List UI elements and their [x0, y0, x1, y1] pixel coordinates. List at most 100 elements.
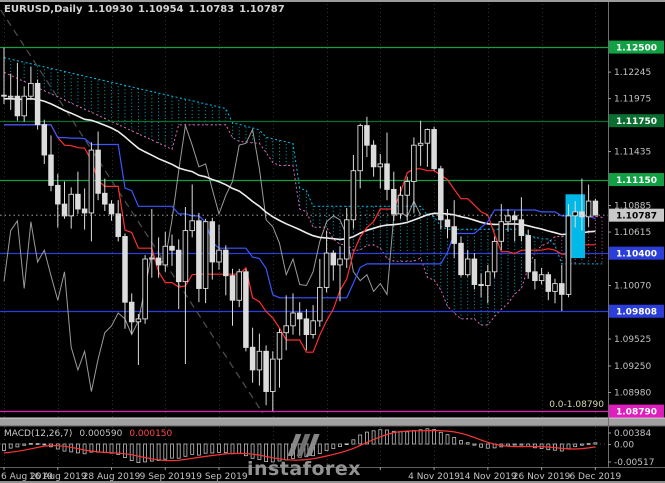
macd-bar	[364, 431, 369, 445]
candle-body	[142, 258, 148, 320]
macd-bar	[291, 443, 295, 459]
descending-trendline[interactable]	[0, 9, 264, 414]
macd-bar	[398, 431, 403, 445]
trend-ma-line	[3, 97, 596, 241]
macd-bar	[176, 443, 181, 459]
macd-bar	[344, 443, 349, 445]
macd-bar	[257, 443, 262, 460]
macd-bar	[277, 443, 282, 462]
price-tick-label: 1.11435	[614, 148, 651, 158]
candle-body	[290, 312, 296, 327]
price-tick-label: 1.10070	[614, 282, 651, 292]
candle-body	[102, 192, 108, 205]
candle-body	[196, 220, 202, 289]
candle-body	[323, 252, 330, 288]
candle-body	[182, 230, 189, 283]
candle-body	[364, 125, 370, 146]
candle-body	[424, 129, 431, 144]
candle-body	[202, 221, 209, 289]
quote-high: 1.10954	[138, 4, 184, 15]
candle-body	[115, 213, 121, 237]
macd-bar	[465, 442, 470, 445]
macd-bar	[358, 434, 363, 445]
macd-bar	[129, 443, 134, 462]
macd-bar	[566, 443, 571, 450]
time-axis-label: 26 Nov 2019	[513, 472, 571, 482]
macd-bar	[8, 443, 13, 449]
candle-body	[216, 249, 222, 263]
macd-bar	[472, 443, 477, 446]
candle-body	[229, 275, 236, 301]
candle-body	[357, 125, 363, 172]
candle-body	[209, 221, 216, 263]
pane-separator[interactable]	[0, 417, 665, 427]
level-badge-label: 1.11750	[616, 117, 657, 127]
candle-body	[1, 94, 7, 97]
candle-body	[538, 274, 545, 282]
macd-indicator-label: MACD(12,26,7) 0.000590 0.000150	[4, 429, 172, 439]
macd-bar	[217, 443, 221, 453]
macd-signal-value: 0.000150	[129, 429, 173, 439]
candle-body	[370, 144, 377, 168]
candle-body	[236, 271, 242, 301]
candle-body	[343, 219, 350, 260]
candle-body	[458, 242, 464, 276]
time-axis-label: 6 Dec 2019	[569, 472, 621, 482]
candle-body	[330, 252, 337, 266]
candle-body	[505, 215, 511, 223]
macd-bar	[55, 443, 60, 450]
macd-bar	[210, 443, 215, 454]
candle-body	[525, 235, 531, 273]
candle-body	[485, 271, 491, 286]
macd-main-value: 0.000590	[79, 429, 123, 439]
macd-bar	[264, 443, 269, 463]
macd-bar	[82, 443, 87, 455]
level-badge-1.11750	[609, 114, 664, 128]
time-axis-label: 14 Nov 2019	[459, 472, 517, 482]
candle-body	[391, 188, 397, 215]
macd-bar	[519, 443, 524, 446]
macd-bar	[304, 443, 309, 458]
candle-body	[491, 240, 498, 273]
price-tick-label: 1.12245	[614, 68, 651, 78]
window-top-edge	[0, 0, 665, 2]
candle-body	[317, 287, 323, 322]
candle-body	[545, 274, 552, 292]
candle-body	[585, 200, 592, 218]
macd-axis-label: 0.00384	[614, 429, 651, 439]
macd-bar	[149, 443, 154, 462]
level-badge-1.12500	[609, 40, 664, 54]
candle-body	[464, 258, 471, 276]
candle-body	[411, 144, 417, 182]
time-axis-label: 6 Aug 2019	[1, 472, 53, 482]
candles-layer	[1, 47, 599, 412]
macd-bar	[270, 443, 275, 463]
time-axis-label: 16 Aug 2019	[29, 472, 87, 482]
macd-bar	[203, 443, 208, 454]
macd-bar	[183, 443, 188, 457]
candle-body	[256, 350, 263, 371]
candle-body	[41, 124, 48, 156]
macd-bar	[418, 429, 423, 445]
candle-body	[565, 215, 572, 295]
candle-body	[108, 203, 115, 215]
macd-bar	[89, 443, 94, 453]
macd-bar	[163, 443, 168, 460]
candle-body	[128, 301, 135, 323]
macd-bar	[485, 443, 490, 449]
macd-bar	[445, 434, 450, 445]
time-axis-label: 28 Aug 2019	[83, 472, 141, 482]
candle-body	[155, 257, 162, 266]
macd-bar	[425, 428, 430, 445]
candle-body	[270, 358, 276, 392]
price-axis[interactable]: 1.12245 1.11975 1.11435 1.10885 1.10615 1.100…	[549, 0, 664, 468]
quote-low: 1.10783	[188, 4, 235, 15]
kijun-sen-line	[4, 124, 596, 299]
candle-body	[14, 95, 21, 117]
level-badge-1.09808	[609, 304, 664, 318]
candle-body	[162, 245, 169, 266]
macd-axis-label: 0.00	[614, 441, 634, 451]
macd-bar	[297, 443, 302, 458]
